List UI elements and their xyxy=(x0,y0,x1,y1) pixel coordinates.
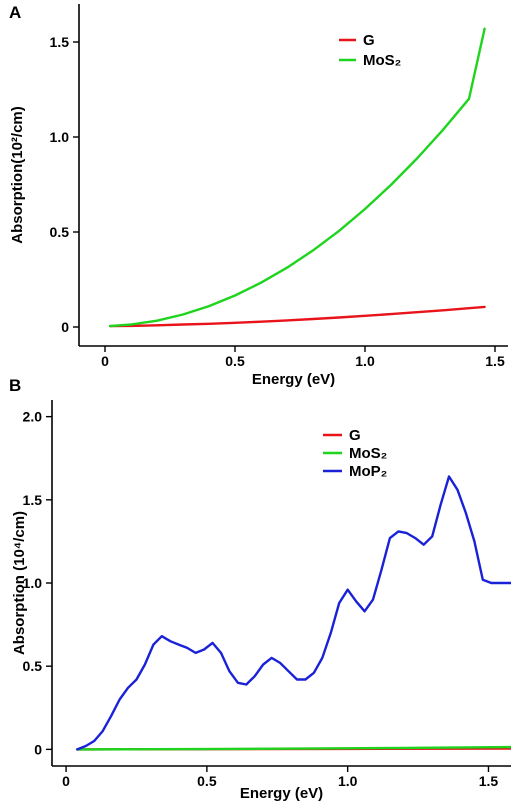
x-axis-label: Energy (eV) xyxy=(240,785,323,802)
x-tick-label: 1.5 xyxy=(485,353,505,369)
x-tick-label: 1.5 xyxy=(479,773,499,789)
legend-label: MoS₂ xyxy=(363,52,401,69)
y-tick-label: 0.5 xyxy=(50,224,70,240)
series-line-3 xyxy=(76,475,511,751)
y-tick-label: 0 xyxy=(61,319,69,335)
y-tick-label: 1.0 xyxy=(50,129,70,145)
legend: G MoS₂ xyxy=(339,32,401,69)
x-tick-label: 0.5 xyxy=(197,773,217,789)
x-tick-label: 1.0 xyxy=(338,773,358,789)
legend-label: MoS₂ xyxy=(349,445,387,462)
legend-label: MoP₂ xyxy=(349,463,387,480)
legend-label: G xyxy=(363,32,375,49)
chart-panel-a: A 0 0.5 1.0 1.5 0 0.5 1.0 1.5 Energy (eV) Absorpti… xyxy=(9,3,508,388)
y-tick-label: 2.0 xyxy=(23,409,43,425)
series-line-2 xyxy=(76,745,511,751)
y-axis-label: Absorption (10⁴/cm) xyxy=(11,511,28,655)
x-tick-label: 0 xyxy=(62,773,70,789)
y-tick-label: 0 xyxy=(34,741,42,757)
series-line-1 xyxy=(108,305,486,328)
y-tick-label: 1.5 xyxy=(50,34,70,50)
y-tick-label: 1.0 xyxy=(23,575,43,591)
x-tick-label: 0 xyxy=(101,353,109,369)
chart-panel-b: B 0 0.5 1.0 1.5 0 0.5 1.0 1.5 2.0 Energy (eV) Absor… xyxy=(9,376,511,802)
series-line-2 xyxy=(108,27,486,328)
x-tick-label: 0.5 xyxy=(225,353,245,369)
panel-letter: B xyxy=(9,376,21,395)
legend-label: G xyxy=(349,427,361,444)
y-tick-label: 1.5 xyxy=(23,492,43,508)
y-axis-label: Absorption(10²/cm) xyxy=(9,106,26,244)
panel-letter: A xyxy=(9,3,21,22)
x-tick-label: 1.0 xyxy=(355,353,375,369)
x-axis-label: Energy (eV) xyxy=(252,371,335,388)
y-tick-label: 0.5 xyxy=(23,658,43,674)
